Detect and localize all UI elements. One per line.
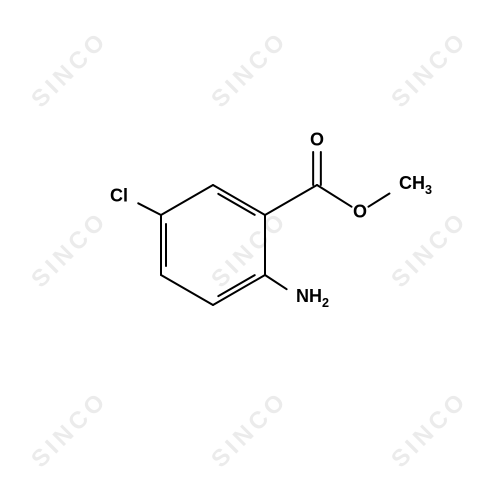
molecule-structure bbox=[0, 0, 500, 500]
atom-label-nh2: NH2 bbox=[296, 286, 329, 310]
atom-label-o_dbl: O bbox=[310, 130, 324, 151]
atom-label-o_sgl: O bbox=[353, 202, 367, 223]
atom-label-cl: Cl bbox=[110, 186, 128, 207]
atom-label-ch3: CH3 bbox=[399, 173, 432, 197]
